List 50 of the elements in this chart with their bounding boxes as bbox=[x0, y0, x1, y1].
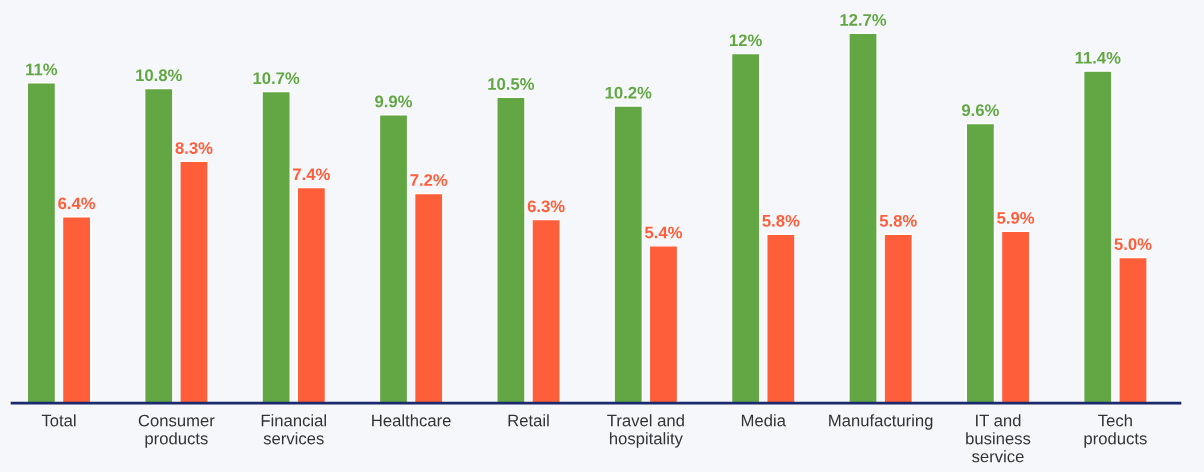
bar bbox=[26, 82, 57, 404]
x-tick-label: Retail bbox=[508, 414, 549, 427]
x-tick-label: Healthcare bbox=[372, 414, 451, 427]
bar bbox=[883, 233, 914, 404]
x-tick-label: Consumer products bbox=[138, 414, 215, 448]
data-label: 11.4% bbox=[1075, 51, 1121, 64]
x-tick-label: Financial services bbox=[261, 414, 326, 445]
data-label: 9.6% bbox=[961, 104, 999, 117]
data-label: 6.3% bbox=[527, 200, 565, 213]
bar bbox=[965, 122, 996, 404]
bar bbox=[1082, 70, 1113, 404]
data-label: 10.5% bbox=[488, 78, 535, 90]
data-label: 10.2% bbox=[605, 86, 652, 99]
bar bbox=[531, 218, 561, 404]
bar bbox=[378, 114, 409, 404]
data-label: 9.9% bbox=[375, 95, 413, 108]
bar bbox=[1118, 256, 1148, 404]
data-label: 5.4% bbox=[644, 226, 683, 239]
bar bbox=[848, 32, 878, 404]
data-label: 12.7% bbox=[840, 14, 887, 26]
bar bbox=[730, 52, 761, 404]
data-label: 10.7% bbox=[253, 72, 300, 85]
bar bbox=[613, 105, 644, 404]
x-tick-label: Media bbox=[741, 414, 786, 427]
bar bbox=[296, 186, 327, 404]
x-tick-label: Travel and hospitality bbox=[607, 414, 684, 448]
bar bbox=[179, 160, 209, 404]
bar bbox=[496, 96, 526, 404]
bar bbox=[413, 192, 444, 404]
data-label: 11% bbox=[26, 63, 58, 76]
x-tick-label: IT and business service bbox=[966, 414, 1031, 463]
bar bbox=[143, 87, 174, 404]
x-tick-label: Manufacturing bbox=[829, 414, 933, 430]
bar bbox=[648, 245, 679, 404]
data-label: 8.3% bbox=[175, 142, 213, 154]
bar bbox=[766, 233, 796, 404]
data-label: 5.8% bbox=[879, 214, 917, 227]
data-label: 7.2% bbox=[410, 174, 448, 186]
data-label: 12% bbox=[730, 34, 762, 47]
data-label: 5.8% bbox=[762, 214, 800, 227]
data-label: 6.4% bbox=[58, 197, 96, 210]
bar bbox=[261, 90, 291, 404]
data-label: 10.8% bbox=[136, 69, 182, 82]
bar bbox=[1000, 230, 1031, 404]
data-label: 7.4% bbox=[293, 168, 330, 181]
x-tick-label: Total bbox=[41, 414, 76, 427]
bar bbox=[61, 216, 92, 404]
data-label: 5.0% bbox=[1114, 238, 1152, 251]
data-label: 5.9% bbox=[997, 212, 1035, 224]
x-tick-label: Tech products bbox=[1084, 414, 1147, 448]
